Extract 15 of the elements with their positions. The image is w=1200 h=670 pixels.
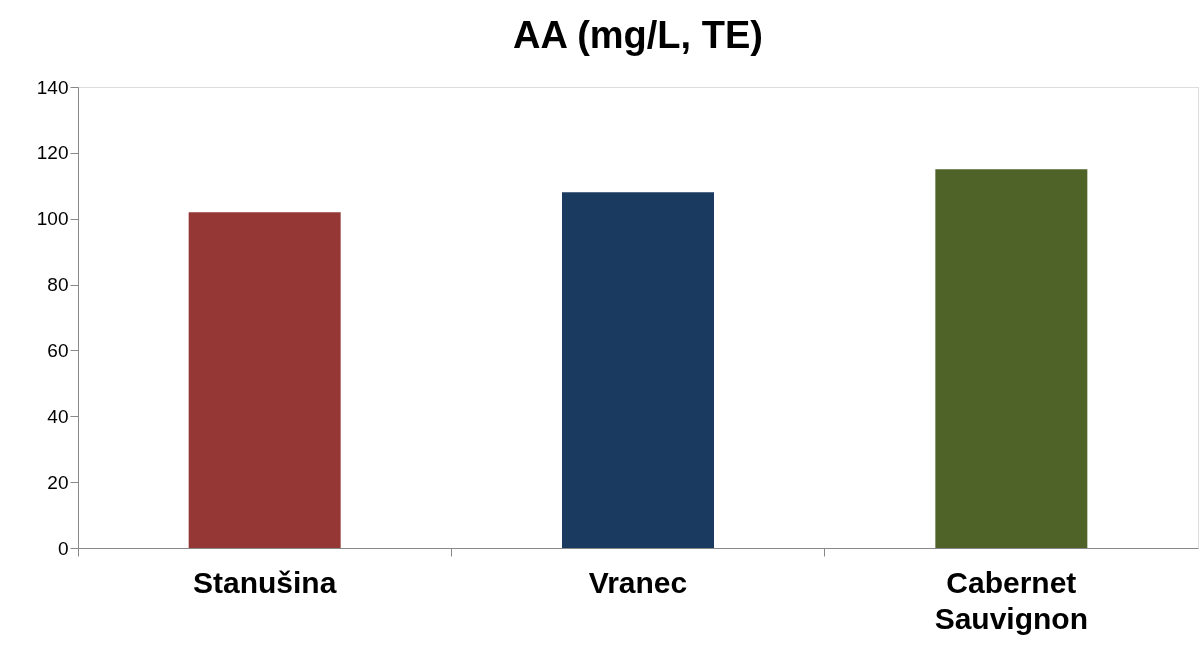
y-tick-label: 100 — [36, 208, 69, 230]
x-tick-label: Cabernet Sauvignon — [934, 565, 1089, 635]
y-tick-label: 40 — [47, 405, 69, 427]
bar — [562, 192, 714, 548]
x-tick-label: Vranec — [588, 565, 688, 599]
y-tick-label: 60 — [47, 339, 69, 361]
bar — [188, 212, 341, 548]
y-tick-label: 80 — [47, 274, 69, 296]
x-tick-label: Stanušina — [192, 565, 337, 599]
y-tick-label: 20 — [47, 471, 69, 493]
bar — [935, 169, 1088, 548]
chart-title: AA (mg/L, TE) — [513, 14, 763, 56]
y-tick-label: 140 — [36, 76, 69, 98]
y-tick-label: 120 — [36, 142, 69, 164]
y-tick-label: 0 — [57, 537, 69, 559]
